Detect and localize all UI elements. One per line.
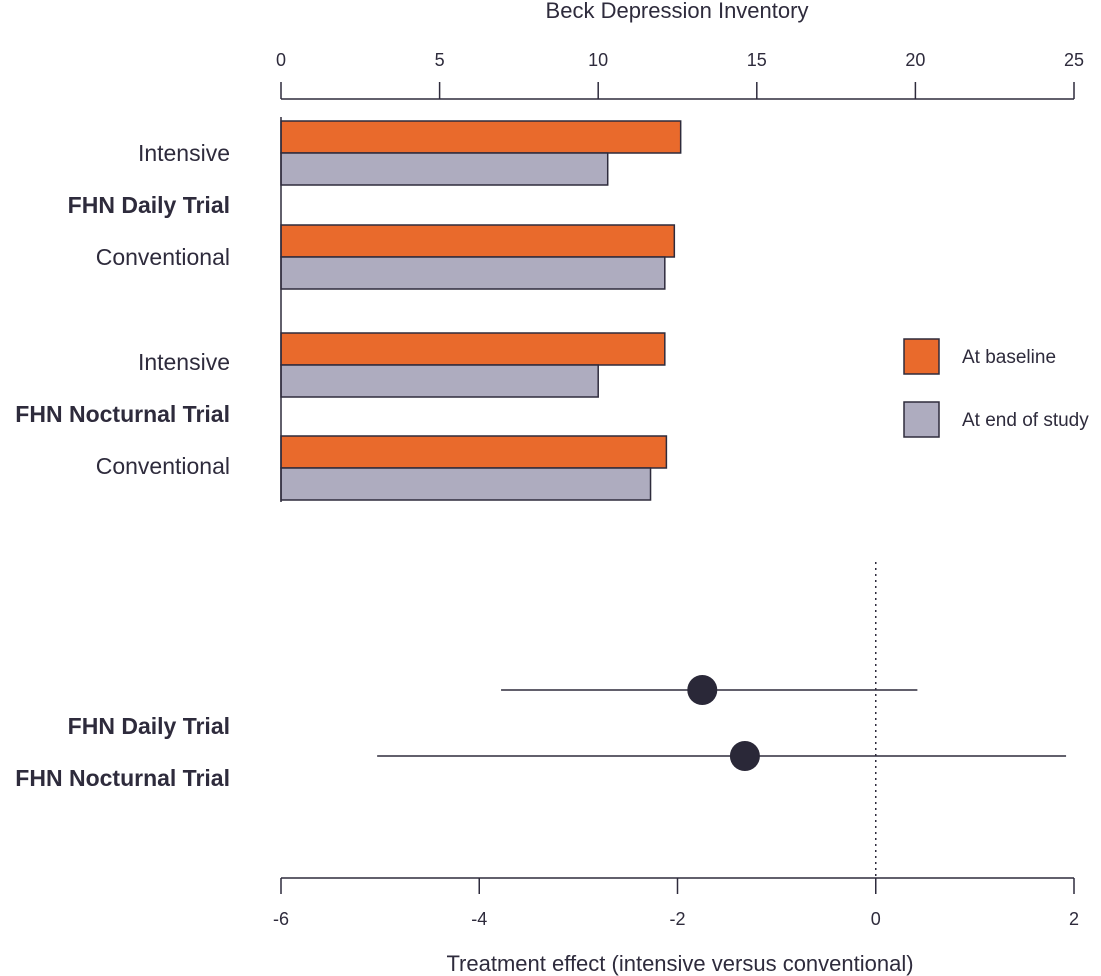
forest-x-tick-label-4: 2 (1069, 909, 1079, 929)
forest-x-tick-label-1: -4 (471, 909, 487, 929)
legend-swatch-end-of-study (903, 401, 940, 438)
bar-3-baseline (280, 332, 666, 366)
group-label-nocturnal: FHN Nocturnal Trial (15, 401, 230, 427)
bar-x-tick-label-2: 10 (588, 50, 608, 70)
bar-x-tick-label-1: 5 (435, 50, 445, 70)
legend-swatch-baseline (903, 338, 940, 375)
forest-x-tick-label-3: 0 (871, 909, 881, 929)
forest-label-nocturnal: FHN Nocturnal Trial (15, 765, 230, 791)
legend-label-end-of-study: At end of study (962, 410, 1089, 431)
group-label-daily: FHN Daily Trial (68, 192, 230, 218)
bar-1-end-of-study (280, 152, 609, 186)
forest-label-daily: FHN Daily Trial (68, 713, 230, 739)
row-label-daily-conventional: Conventional (96, 244, 230, 270)
bar-2-end-of-study (280, 256, 666, 290)
row-label-nocturnal-intensive: Intensive (138, 349, 230, 375)
estimate-point-nocturnal (729, 741, 760, 771)
forest-plot: FHN Daily Trial FHN Nocturnal Trial -6 -4… (15, 562, 1079, 976)
bar-x-axis-label: Beck Depression Inventory (546, 0, 809, 23)
estimate-point-daily (687, 675, 718, 705)
bar-x-tick-label-5: 25 (1064, 50, 1084, 70)
bar-4-baseline (280, 435, 668, 469)
legend-label-baseline: At baseline (962, 347, 1056, 368)
bar-4-end-of-study (280, 467, 652, 501)
bar-x-tick-label-3: 15 (747, 50, 767, 70)
bar-x-tick-label-0: 0 (276, 50, 286, 70)
forest-marks (377, 675, 1067, 771)
bar-x-tick-labels: 0 5 10 15 20 25 (276, 50, 1084, 70)
forest-x-ticks (280, 878, 1075, 894)
bar-x-ticks (280, 82, 1075, 99)
forest-x-tick-label-2: -2 (669, 909, 685, 929)
bar-2-baseline (280, 224, 676, 258)
legend: At baseline At end of study (903, 338, 1089, 438)
row-label-daily-intensive: Intensive (138, 140, 230, 166)
bar-x-tick-label-4: 20 (905, 50, 925, 70)
row-label-nocturnal-conventional: Conventional (96, 453, 230, 479)
bar-3-end-of-study (280, 364, 599, 398)
bar-marks (280, 117, 682, 502)
bar-1-baseline (280, 120, 682, 154)
forest-x-tick-labels: -6 -4 -2 0 2 (273, 909, 1079, 929)
forest-x-axis-label: Treatment effect (intensive versus conve… (446, 951, 913, 976)
bar-chart: Beck Depression Inventory 0 5 10 15 20 25 Int… (15, 0, 1089, 502)
forest-x-tick-label-0: -6 (273, 909, 289, 929)
